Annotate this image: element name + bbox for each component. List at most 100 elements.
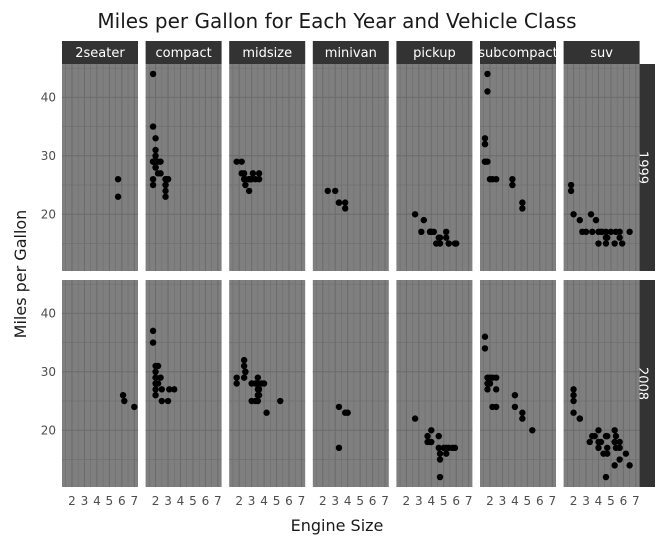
data-point [595,444,602,452]
data-point [509,175,516,183]
data-point [240,356,248,364]
data-point [595,240,602,247]
data-point [435,234,442,241]
data-point [481,345,489,352]
data-point [611,462,618,469]
facet-label-pickup: pickup [413,46,456,61]
data-point [492,374,500,381]
x-tick-label: 4 [595,494,603,508]
data-point [436,456,444,463]
data-point [445,240,452,247]
data-point [576,216,583,224]
x-tick-label: 3 [81,494,89,508]
data-point [436,473,444,481]
data-point [600,450,607,457]
data-point [567,181,575,189]
data-point [157,374,164,381]
data-point [114,193,122,200]
data-point [335,199,343,206]
data-point [149,181,157,189]
data-point [119,391,127,399]
data-point [154,158,162,165]
data-point [158,386,165,393]
data-point [484,158,491,165]
data-point [616,234,623,241]
data-point [238,158,245,165]
data-point [435,432,442,440]
data-point [152,368,159,376]
x-tick-label: 4 [344,494,352,508]
x-tick-label: 3 [164,494,172,508]
data-point [519,205,526,212]
data-point [149,339,157,346]
data-point [149,327,157,335]
data-point [428,228,435,236]
data-point [162,181,169,189]
data-point [332,187,339,195]
data-point [519,199,526,206]
data-point [254,397,262,405]
data-point [451,444,459,452]
x-tick-label: 5 [440,494,448,508]
x-tick-label: 6 [285,494,293,508]
plot-area: 2seater compact midsize minivan pickup subcom… [41,41,655,508]
facet-strip-compact [145,41,222,64]
data-point [149,175,157,183]
x-tick-label: 3 [582,494,590,508]
chart-title: Miles per Gallon for Each Year and Vehic… [97,9,576,33]
x-tick-label: 2 [486,494,494,508]
facet-strip-2seater [62,41,138,64]
x-tick-label: 2 [152,494,160,508]
data-point [245,187,253,195]
x-tick-label: 3 [248,494,256,508]
data-point [611,438,618,446]
data-point [152,374,159,381]
data-point [484,386,491,393]
x-tick-label: 2 [68,494,76,508]
data-point [277,397,284,405]
data-point [152,164,159,171]
data-point [519,415,526,422]
x-tick-label: 4 [260,494,268,508]
data-point [344,409,351,416]
data-point [597,438,605,446]
x-tick-label: 5 [356,494,364,508]
data-point [453,240,460,247]
data-point [576,415,583,422]
data-point [263,409,270,416]
data-point [152,135,159,142]
data-point [611,240,618,247]
data-point [162,187,169,195]
x-tick-label: 6 [369,494,377,508]
y-tick-label: 40 [41,306,56,320]
data-point [152,391,159,399]
y-tick-label: 30 [41,149,56,163]
x-tick-label: 7 [214,494,222,508]
data-point [435,444,442,452]
data-point [492,386,500,393]
data-point [618,240,626,247]
panel-bg [396,64,473,271]
data-point [626,228,633,236]
data-point [602,240,610,247]
facet-strip-minivan [312,41,389,64]
x-tick-label: 6 [452,494,460,508]
facet-label-2seater: 2seater [75,46,125,61]
panel-bg [480,64,556,271]
data-point [324,187,331,195]
data-point [616,456,623,463]
x-tick-label: 3 [415,494,423,508]
data-point [529,427,536,434]
x-tick-label: 2 [570,494,578,508]
data-point [341,199,349,206]
data-point [616,444,623,452]
data-point [604,432,611,440]
data-point [240,374,248,381]
x-tick-label: 5 [106,494,114,508]
data-point [154,362,162,370]
data-point [149,123,157,130]
data-point [166,386,173,393]
panel-bg [396,280,473,487]
data-point [152,386,159,393]
data-point [341,205,349,212]
